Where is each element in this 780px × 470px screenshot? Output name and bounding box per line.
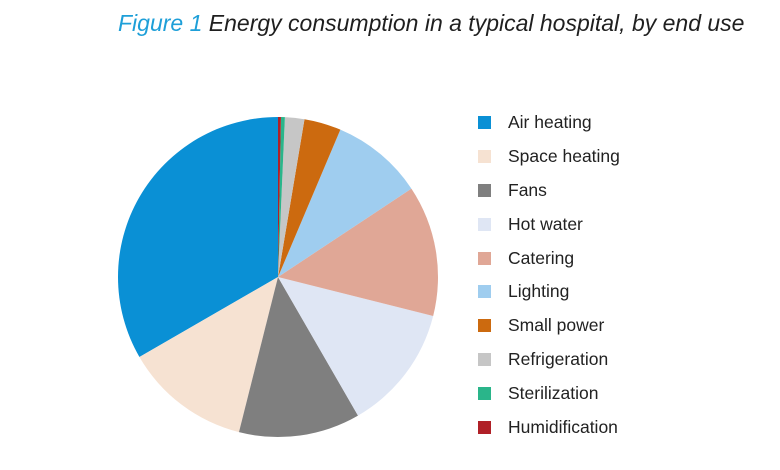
legend-label: Refrigeration (508, 348, 609, 369)
pie-slice-space-heating (139, 277, 278, 433)
legend-item: Air heating (478, 106, 620, 140)
legend-item: Fans (478, 174, 620, 208)
pie-slice-air-heating (118, 117, 278, 357)
legend-label: Sterilization (508, 382, 599, 403)
legend-item: Small power (478, 309, 620, 343)
legend-label: Lighting (508, 281, 570, 302)
legend-item: Humidification (478, 410, 620, 444)
legend-swatch (478, 352, 491, 366)
legend: Air heating Space heating Fans Hot water Cat… (478, 106, 620, 444)
legend-swatch (478, 217, 491, 231)
legend-label: Hot water (508, 213, 583, 234)
legend-swatch (478, 319, 491, 333)
pie-slice-small-power (278, 119, 341, 277)
legend-swatch (478, 386, 491, 400)
legend-swatch (478, 116, 491, 130)
legend-item: Catering (478, 241, 620, 275)
legend-item: Hot water (478, 207, 620, 241)
legend-label: Space heating (508, 146, 620, 167)
pie-slice-catering (278, 188, 438, 317)
legend-item: Sterilization (478, 376, 620, 410)
figure-label: Figure 1 (118, 10, 203, 36)
legend-item: Refrigeration (478, 343, 620, 377)
pie-slice-fans (238, 277, 358, 437)
legend-label: Small power (508, 315, 605, 336)
legend-label: Fans (508, 179, 547, 200)
pie-slice-humidification (278, 117, 281, 277)
legend-item: Space heating (478, 140, 620, 174)
legend-swatch (478, 251, 491, 265)
pie-slice-lighting (278, 129, 412, 277)
legend-swatch (478, 420, 491, 434)
legend-label: Humidification (508, 416, 618, 437)
legend-label: Air heating (508, 112, 592, 133)
legend-swatch (478, 183, 491, 197)
title-text: Energy consumption in a typical hospital… (208, 10, 745, 36)
legend-swatch (478, 150, 491, 164)
legend-swatch (478, 285, 491, 299)
legend-item: Lighting (478, 275, 620, 309)
pie-slice-sterilization (278, 117, 285, 278)
legend-label: Catering (508, 247, 575, 268)
pie-slice-hot-water (278, 277, 434, 416)
chart-title: Figure 1 Energy consumption in a typical… (118, 6, 758, 40)
pie-slice-refrigeration (278, 117, 305, 278)
